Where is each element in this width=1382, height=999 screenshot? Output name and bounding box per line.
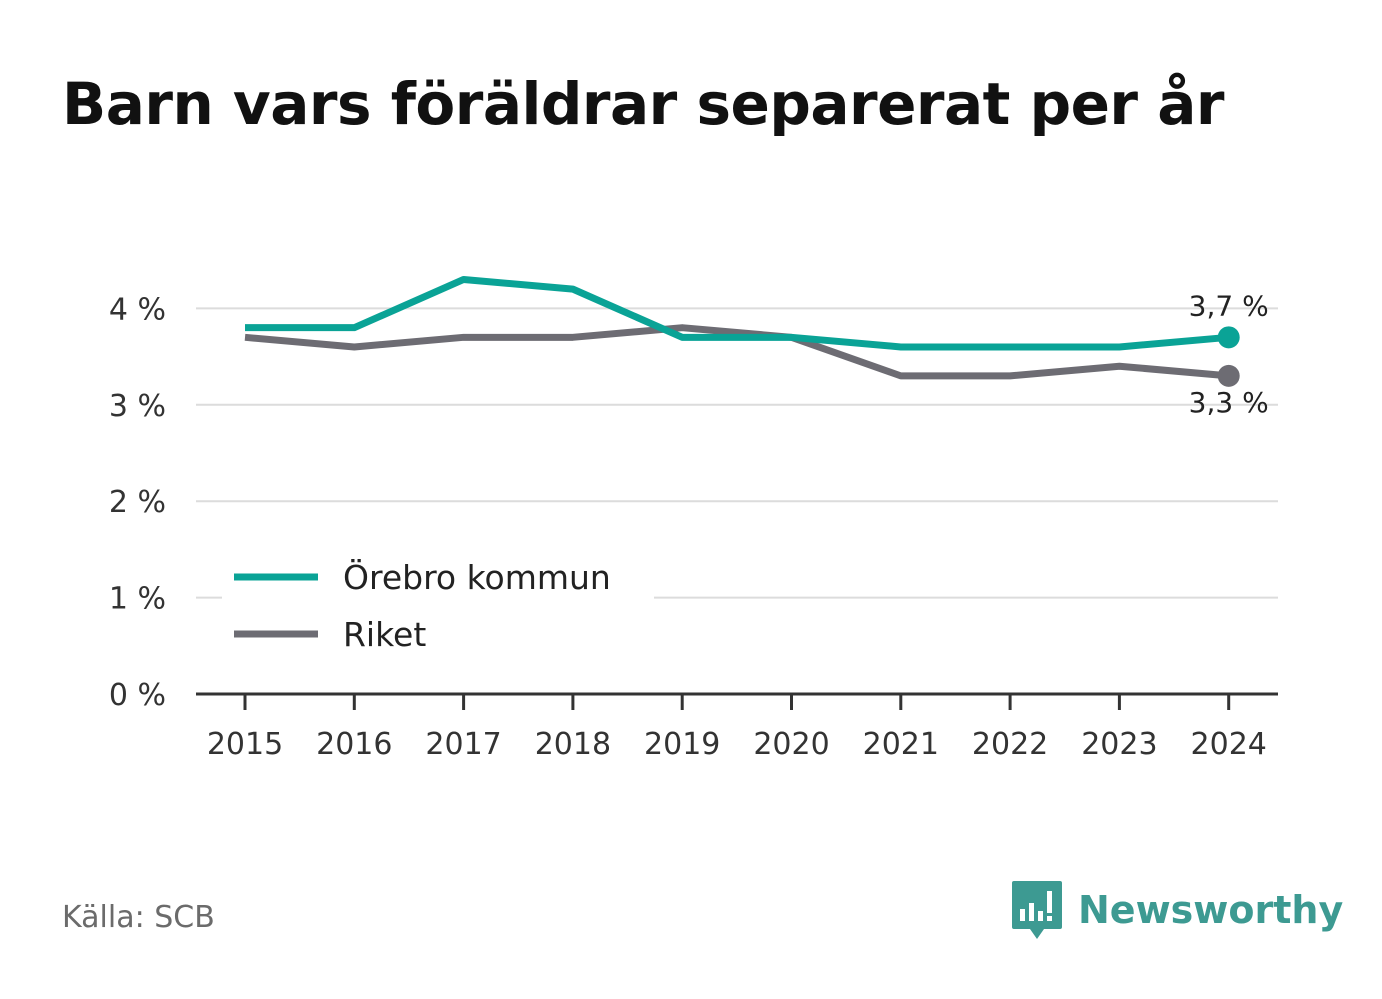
- y-axis-labels: 0 % 1 % 2 % 3 % 4 %: [109, 292, 166, 713]
- x-tick-label: 2015: [207, 727, 283, 762]
- legend-background: [222, 540, 654, 670]
- x-tick-label: 2019: [644, 727, 720, 762]
- end-point-marker: [1217, 364, 1240, 387]
- y-tick-label: 3 %: [109, 389, 166, 424]
- newsworthy-icon: [1012, 881, 1062, 939]
- brand-logo: Newsworthy: [1010, 878, 1343, 942]
- x-tick-label: 2017: [425, 727, 501, 762]
- x-tick-label: 2021: [863, 727, 939, 762]
- legend-label: Riket: [343, 615, 426, 654]
- x-axis: 2015 2016 2017 2018 2019 2020 2021 2022 2023 2024: [196, 692, 1278, 762]
- end-points: 3,7 % 3,3 %: [1189, 289, 1269, 419]
- y-tick-label: 1 %: [109, 582, 166, 617]
- end-point-marker: [1217, 326, 1240, 349]
- end-point-label: 3,7 %: [1189, 289, 1269, 322]
- chart-title: Barn vars föräldrar separerat per år: [62, 70, 1224, 138]
- legend-label: Örebro kommun: [343, 557, 611, 597]
- legend: Örebro kommun Riket: [222, 540, 654, 670]
- x-tick-label: 2016: [316, 727, 392, 762]
- x-tick-label: 2024: [1191, 727, 1267, 762]
- x-tick-label: 2020: [753, 727, 829, 762]
- y-tick-label: 0 %: [109, 678, 166, 713]
- y-tick-label: 2 %: [109, 485, 166, 520]
- series-lines: [244, 275, 1230, 380]
- source-note: Källa: SCB: [62, 900, 215, 935]
- series-line-riket: [244, 324, 1230, 380]
- series-line-orebro: [245, 275, 1230, 351]
- x-tick-label: 2022: [972, 727, 1048, 762]
- x-tick-label: 2018: [535, 727, 611, 762]
- brand-name: Newsworthy: [1078, 888, 1344, 932]
- y-tick-label: 4 %: [109, 292, 166, 327]
- end-point-label: 3,3 %: [1189, 386, 1269, 419]
- x-tick-label: 2023: [1081, 727, 1157, 762]
